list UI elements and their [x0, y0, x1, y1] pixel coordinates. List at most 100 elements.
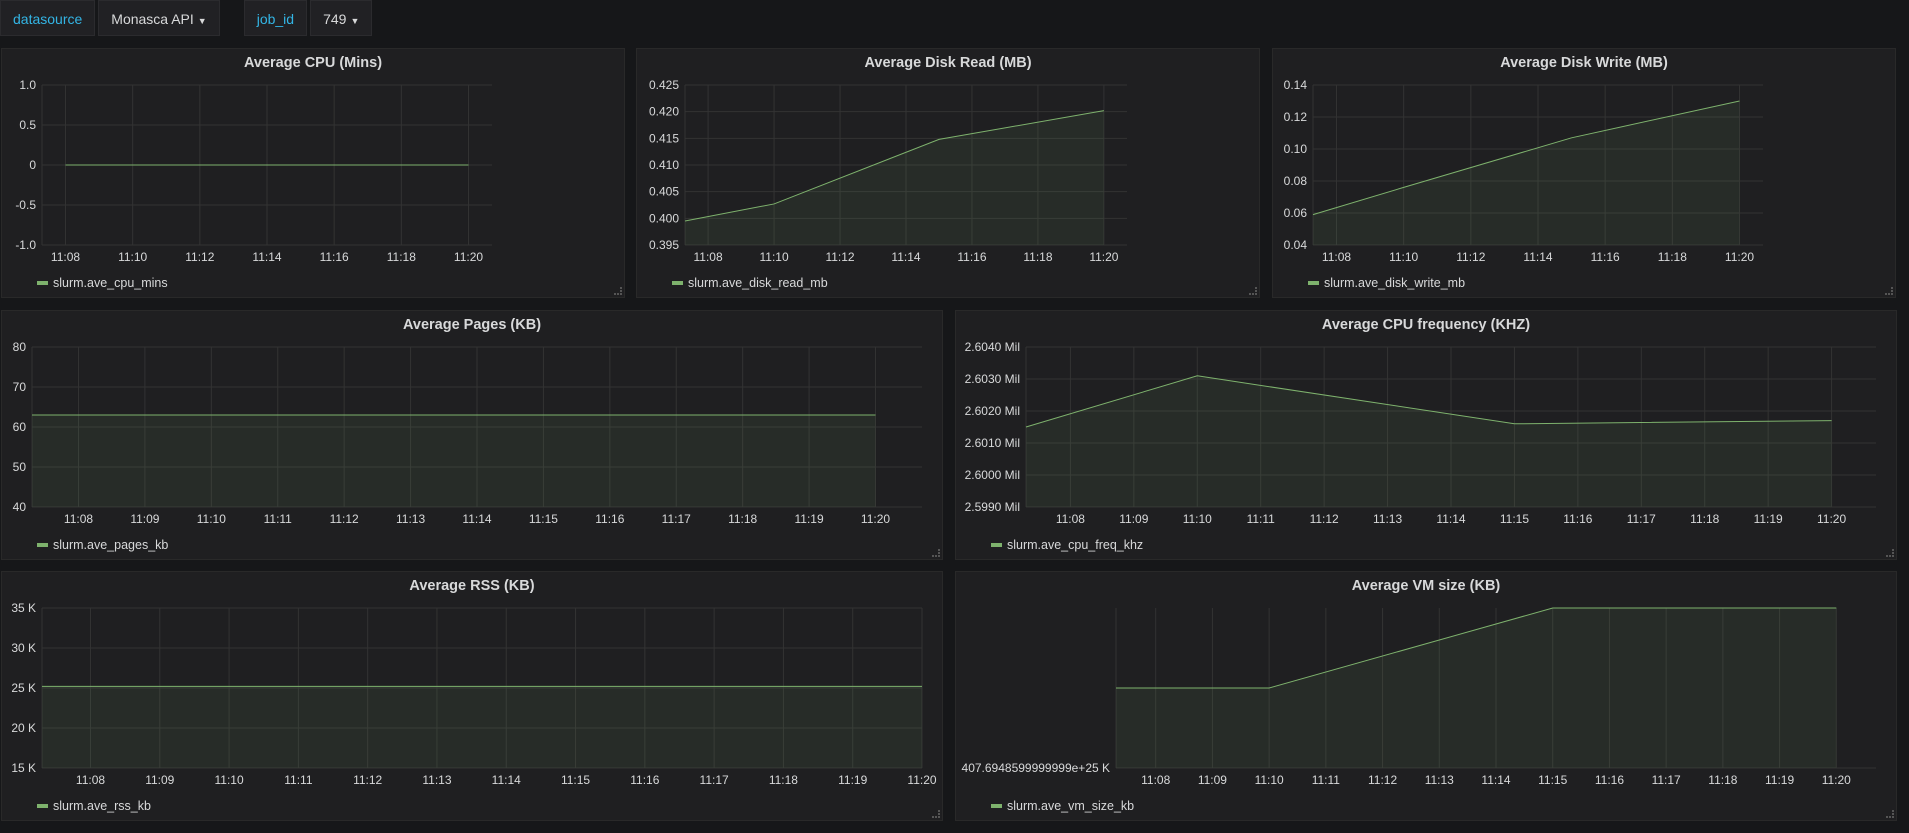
x-tick-label: 11:08	[694, 250, 723, 264]
legend-item[interactable]: slurm.ave_rss_kb	[37, 799, 151, 813]
x-tick-label: 11:08	[51, 250, 80, 264]
y-tick-label: 2.6010 Mil	[965, 436, 1020, 450]
y-tick-label: 0.395	[649, 238, 679, 252]
x-tick-label: 11:20	[861, 512, 890, 526]
x-tick-label: 11:11	[1247, 512, 1276, 526]
x-tick-label: 11:18	[728, 512, 757, 526]
legend-label: slurm.ave_pages_kb	[53, 538, 169, 552]
x-tick-label: 11:10	[215, 773, 244, 787]
legend-label: slurm.ave_rss_kb	[53, 799, 151, 813]
x-tick-label: 11:20	[907, 773, 936, 787]
chart-average-rss: 35 K 30 K 25 K 20 K 15 K 11:08 11:09 11:10 11:11…	[11, 601, 937, 787]
x-tick-label: 11:18	[769, 773, 798, 787]
x-tick-label: 11:16	[320, 250, 349, 264]
panel-title[interactable]: Average CPU (Mins)	[243, 55, 383, 71]
x-tick-label: 11:12	[185, 250, 214, 264]
x-tick-label: 11:18	[1708, 773, 1737, 787]
x-tick-label: 11:14	[492, 773, 521, 787]
legend-item[interactable]: slurm.ave_pages_kb	[37, 538, 168, 552]
caret-down-icon: ▼	[197, 16, 207, 26]
panel-title[interactable]: Average Disk Read (MB)	[864, 55, 1032, 71]
resize-handle[interactable]	[1886, 810, 1894, 818]
x-tick-label: 11:08	[76, 773, 105, 787]
resize-handle[interactable]	[932, 549, 940, 557]
y-tick-label: 0.405	[649, 185, 679, 199]
y-tick-label: 50	[13, 460, 27, 474]
legend-swatch	[672, 281, 683, 285]
panel-title[interactable]: Average Disk Write (MB)	[1500, 55, 1668, 71]
series-line	[684, 110, 1104, 222]
y-tick-label: -1.0	[15, 238, 36, 252]
series-line	[1116, 607, 1837, 689]
y-tick-label: 40	[13, 500, 27, 514]
x-tick-label: 11:11	[264, 512, 293, 526]
x-tick-label: 11:10	[759, 250, 788, 264]
panel-average-pages: Average Pages (KB) 80 70 60 50 40 11:08 11:09 1…	[1, 310, 943, 560]
y-tick-label: 0.420	[649, 105, 679, 119]
panel-title[interactable]: Average RSS (KB)	[409, 578, 535, 594]
variable-label-datasource: datasource	[0, 0, 96, 36]
job-id-value: 749	[323, 11, 347, 27]
x-tick-label: 11:19	[795, 512, 824, 526]
series-area	[685, 110, 1104, 245]
legend-label: slurm.ave_cpu_mins	[53, 276, 168, 290]
series-line	[1025, 375, 1832, 428]
legend-swatch	[37, 281, 48, 285]
resize-handle[interactable]	[1249, 287, 1257, 295]
panel-average-disk-read: Average Disk Read (MB) 0.425 0.420 0.415 0.…	[636, 48, 1260, 298]
x-tick-label: 11:19	[1754, 512, 1783, 526]
y-tick-label: 70	[13, 380, 27, 394]
resize-handle[interactable]	[1885, 287, 1893, 295]
x-tick-label: 11:17	[1652, 773, 1681, 787]
x-tick-label: 11:09	[1119, 512, 1148, 526]
series-line	[1312, 100, 1740, 216]
legend-item[interactable]: slurm.ave_cpu_mins	[37, 276, 168, 290]
x-tick-label: 11:19	[1765, 773, 1794, 787]
x-tick-label: 11:20	[454, 250, 483, 264]
x-tick-label: 11:14	[891, 250, 920, 264]
x-tick-label: 11:12	[1310, 512, 1339, 526]
x-tick-label: 11:09	[130, 512, 159, 526]
y-tick-label: 0.04	[1284, 238, 1308, 252]
legend-item[interactable]: slurm.ave_cpu_freq_khz	[991, 538, 1143, 552]
series-area	[32, 415, 876, 507]
y-tick-label: 0.12	[1284, 110, 1308, 124]
panel-title[interactable]: Average CPU frequency (KHZ)	[1321, 317, 1531, 333]
x-tick-label: 11:10	[1389, 250, 1418, 264]
resize-handle[interactable]	[932, 810, 940, 818]
chart-average-pages: 80 70 60 50 40 11:08 11:09 11:10 11:11 11:12 11:13…	[13, 340, 922, 526]
series-area	[1026, 375, 1832, 507]
datasource-dropdown[interactable]: Monasca API ▼	[98, 0, 220, 36]
legend-item[interactable]: slurm.ave_disk_read_mb	[672, 276, 828, 290]
x-tick-label: 11:08	[1141, 773, 1170, 787]
y-tick-label: 0.14	[1284, 78, 1308, 92]
datasource-value: Monasca API	[111, 11, 194, 27]
y-tick-label: 0.10	[1284, 142, 1308, 156]
resize-handle[interactable]	[1886, 549, 1894, 557]
job-id-dropdown[interactable]: 749 ▼	[310, 0, 373, 36]
x-tick-label: 11:15	[1500, 512, 1529, 526]
y-tick-label: 2.5990 Mil	[965, 500, 1020, 514]
legend-item[interactable]: slurm.ave_vm_size_kb	[991, 799, 1134, 813]
resize-handle[interactable]	[614, 287, 622, 295]
legend-label: slurm.ave_cpu_freq_khz	[1007, 538, 1144, 552]
x-tick-label: 11:18	[1690, 512, 1719, 526]
x-tick-label: 11:13	[1425, 773, 1454, 787]
x-tick-label: 11:12	[330, 512, 359, 526]
legend-item[interactable]: slurm.ave_disk_write_mb	[1308, 276, 1465, 290]
panel-title[interactable]: Average VM size (KB)	[1351, 578, 1501, 594]
x-tick-label: 11:16	[1563, 512, 1592, 526]
x-tick-label: 11:20	[1817, 512, 1846, 526]
x-tick-label: 11:17	[700, 773, 729, 787]
series-area	[42, 686, 922, 768]
y-tick-label: 60	[13, 420, 27, 434]
x-tick-label: 11:12	[1456, 250, 1485, 264]
y-tick-label: 0.5	[19, 118, 36, 132]
x-tick-label: 11:14	[252, 250, 281, 264]
y-tick-label: 0.400	[649, 211, 679, 225]
x-tick-label: 11:12	[825, 250, 854, 264]
legend-label: slurm.ave_disk_read_mb	[688, 276, 828, 290]
x-tick-label: 11:12	[1368, 773, 1397, 787]
x-tick-label: 11:16	[1591, 250, 1620, 264]
panel-title[interactable]: Average Pages (KB)	[402, 317, 542, 333]
